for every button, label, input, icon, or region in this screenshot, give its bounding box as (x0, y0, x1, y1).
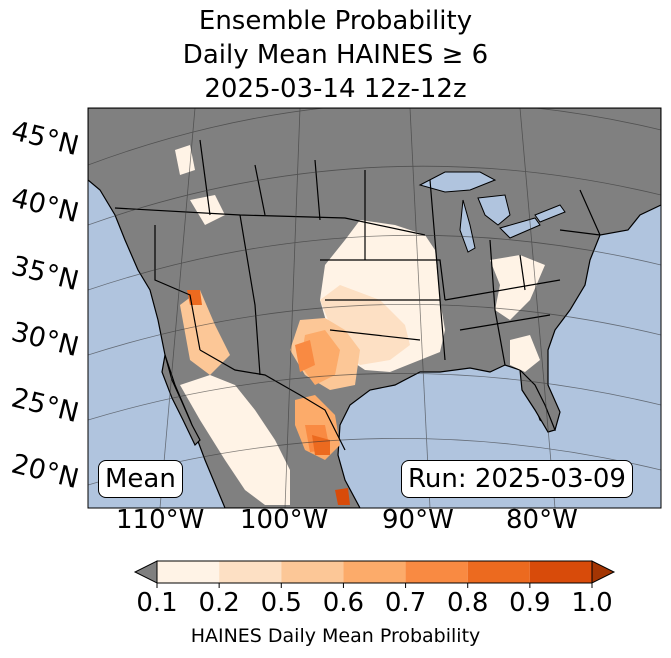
colorbar-tick-label: 0.1 (136, 588, 178, 618)
colorbar-tick-label: 1.0 (571, 588, 613, 618)
baja-peninsula (161, 354, 201, 447)
mean-badge: Mean (98, 460, 183, 498)
state-borders (114, 139, 601, 451)
colorbar-bin-0 (157, 561, 220, 583)
colorbar-bin-5 (467, 561, 530, 583)
title-line-1: Ensemble Probability (198, 6, 473, 36)
lon-label-110: 110°W (116, 505, 205, 535)
colorbar-label: HAINES Daily Mean Probability (190, 625, 481, 647)
title-line-3: 2025-03-14 12z-12z (204, 74, 467, 104)
colorbar-tick-label: 0.2 (198, 588, 240, 618)
run-date-badge: Run: 2025-03-09 (401, 460, 633, 498)
colorbar-bin-4 (405, 561, 468, 583)
florida (519, 368, 556, 433)
probability-shading (175, 145, 545, 505)
colorbar (133, 560, 616, 588)
lon-label-90: 90°W (382, 505, 454, 535)
great-lakes (418, 171, 566, 253)
colorbar-under-arrow (133, 560, 158, 584)
colorbar-bin-3 (343, 561, 406, 583)
colorbar-bin-2 (281, 561, 344, 583)
colorbar-over-arrow (591, 560, 616, 584)
colorbar-bin-6 (529, 561, 592, 583)
lon-label-80: 80°W (506, 505, 578, 535)
title-line-2: Daily Mean HAINES ≥ 6 (182, 40, 489, 70)
colorbar-tick-label: 0.5 (260, 588, 302, 618)
colorbar-tick-label: 0.8 (447, 588, 489, 618)
colorbar-frame (156, 560, 593, 584)
colorbar-tick-label: 0.6 (322, 588, 365, 618)
lon-label-100: 100°W (240, 505, 329, 535)
map-frame (87, 107, 662, 509)
colorbar-tick-label: 0.9 (509, 588, 551, 618)
colorbar-tick-label: 0.7 (384, 588, 427, 618)
colorbar-bin-1 (219, 561, 282, 583)
